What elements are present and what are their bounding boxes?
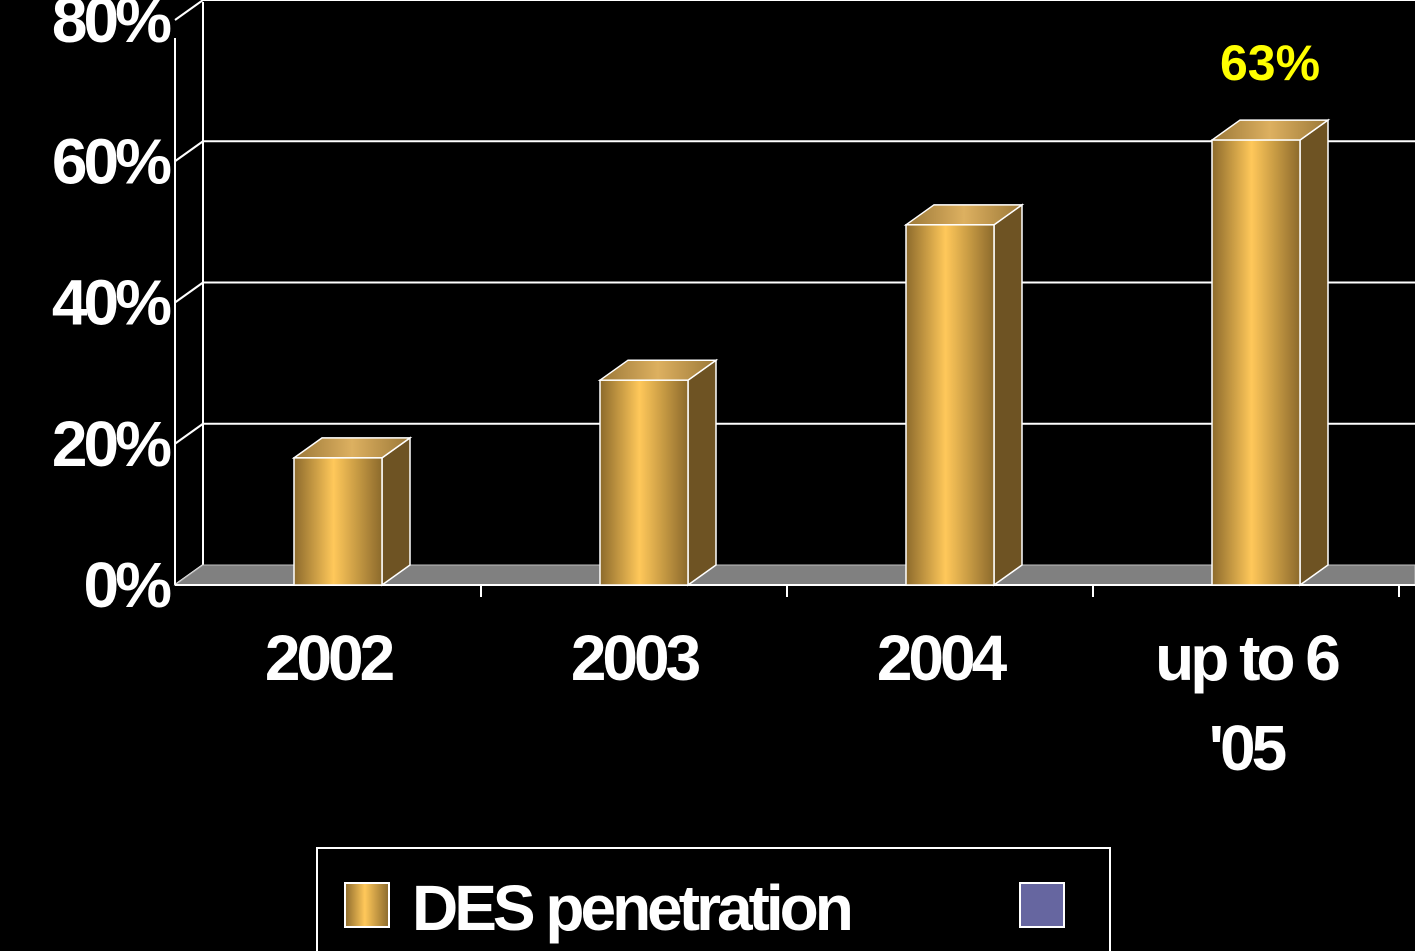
bar-side-face: [381, 436, 411, 587]
bar: [597, 358, 719, 587]
bar: [903, 203, 1025, 587]
bar-front-face: [1211, 139, 1301, 586]
bar-side-face: [687, 358, 717, 587]
bar-side-face: [1299, 118, 1329, 587]
legend-swatch-empty-series: [1019, 882, 1065, 928]
x-category-label: 2004: [877, 622, 1008, 694]
x-category-label-line: 2004: [877, 622, 1008, 694]
x-category-label-line: 2002: [265, 622, 394, 694]
data-labels: 63%: [1220, 35, 1320, 91]
side-wall-line: [174, 140, 204, 163]
side-wall-line: [174, 0, 204, 21]
y-tick-label: 40%: [52, 267, 171, 339]
side-wall-line: [174, 422, 204, 445]
y-tick-label: 20%: [52, 408, 171, 480]
x-axis-category-labels: 2002 2003 2004 up to 6 '05: [265, 622, 1343, 784]
y-tick-label: 80%: [52, 0, 171, 56]
x-category-label-line: up to 6: [1155, 622, 1339, 694]
bar: [291, 436, 413, 587]
x-category-label-line: 2003: [571, 622, 700, 694]
bar-front-face: [905, 224, 995, 586]
legend-box: [316, 847, 1111, 951]
x-category-label: 2003: [571, 622, 700, 694]
x-category-label-line: '05: [1209, 712, 1286, 784]
y-tick-label: 0%: [84, 549, 172, 621]
legend: DES penetration: [316, 847, 1111, 951]
bars: [291, 118, 1331, 587]
x-category-label: up to 6 '05: [1155, 622, 1339, 784]
bar-front-face: [293, 457, 383, 586]
y-axis-tick-labels: 0% 20% 40% 60% 80%: [52, 0, 175, 621]
side-wall-line: [174, 281, 204, 304]
bar-side-face: [993, 203, 1023, 587]
x-category-label: 2002: [265, 622, 394, 694]
legend-swatch-des-penetration: [344, 882, 390, 928]
y-tick-label: 60%: [52, 125, 171, 197]
bar: [1209, 118, 1331, 587]
bar-front-face: [599, 379, 689, 586]
data-label: 63%: [1220, 35, 1320, 91]
legend-label-des-penetration: DES penetration: [412, 872, 851, 944]
